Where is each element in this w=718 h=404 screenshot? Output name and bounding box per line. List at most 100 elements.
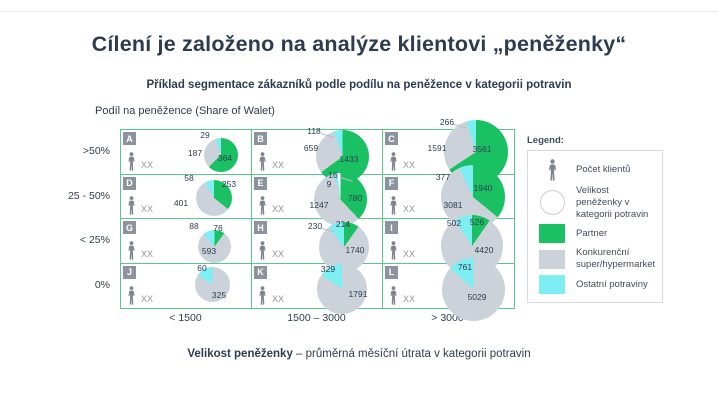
client-count-placeholder: XX	[272, 204, 285, 214]
pie-value-label: 526	[469, 217, 485, 227]
person-icon	[128, 196, 135, 215]
pie-value-label: 1591	[427, 143, 447, 153]
pie-value-label: 266	[439, 117, 455, 127]
pie-chart-d	[196, 179, 232, 216]
pie-value-label: 325	[211, 289, 227, 300]
pie-chart-e	[313, 173, 367, 226]
pie-value-label: 214	[335, 219, 351, 229]
x-axis-definition: Velikost peněženky – průměrná měsíční út…	[0, 348, 718, 360]
pie-value-label: 16	[328, 169, 338, 180]
page-title: Cílení je založeno na analýze klientovi …	[91, 32, 627, 56]
legend-item-konkurencni: Konkurenční super/hypermarket	[537, 247, 656, 271]
pie-value-label: 1740	[345, 245, 365, 255]
pie-value-label: 118	[307, 126, 321, 136]
pie-value-label: 29	[200, 130, 210, 140]
cell-letter-badge: E	[254, 176, 267, 190]
client-count-placeholder: XX	[272, 159, 285, 170]
pie-value-label: 60	[197, 262, 207, 273]
client-count-placeholder: XX	[141, 248, 154, 259]
pie-chart-l	[441, 258, 505, 321]
col-label-lt1500: < 1500	[169, 312, 202, 324]
cell-letter-badge: D	[123, 176, 136, 190]
grid-cell-b: B XX 118 659 1433	[252, 126, 383, 183]
pie-value-label: 329	[320, 263, 336, 274]
segmentation-matrix: A XX 29 187 364 B XX 118 659 1433 C XX 266 1591 3561 D X…	[120, 117, 515, 321]
grid-cell-l: L XX 761 5029	[383, 258, 514, 321]
y-axis-title: Podíl na peněžence (Share of Walet)	[95, 105, 275, 117]
cell-letter-badge: G	[123, 221, 136, 234]
person-icon	[128, 240, 135, 260]
client-count-placeholder: XX	[403, 294, 416, 304]
cell-letter-badge: J	[123, 265, 136, 279]
pie-value-label: 364	[217, 153, 233, 163]
legend-item-ostatni: Ostatní potraviny	[537, 275, 653, 295]
cell-letter-badge: L	[385, 265, 398, 279]
person-icon	[390, 196, 397, 215]
grid-cell-d: D XX 58 253 401	[121, 172, 252, 219]
grid-cell-e: E XX 16 9 780 1247	[252, 170, 383, 226]
person-icon	[259, 240, 266, 260]
person-icon	[259, 151, 266, 171]
pie-value-label: 1791	[348, 288, 368, 299]
partner-swatch-icon	[537, 224, 567, 244]
cell-letter-badge: K	[254, 265, 267, 279]
legend: Počet klientů Velikost peněženky v kateg…	[527, 150, 663, 303]
client-count-placeholder: XX	[403, 248, 416, 259]
person-icon	[390, 240, 397, 260]
pie-value-label: 761	[457, 261, 473, 272]
person-icon	[128, 151, 135, 171]
legend-label: Ostatní potraviny	[576, 278, 648, 290]
person-icon	[390, 151, 397, 171]
client-count-placeholder: XX	[141, 159, 154, 170]
legend-label: Konkurenční super/hypermarket	[576, 247, 656, 271]
circle-icon	[537, 190, 567, 216]
grid-cell-a: A XX 29 187 364	[121, 130, 252, 175]
page-subtitle: Příklad segmentace zákazníků podle podíl…	[146, 79, 572, 91]
grid-cell-h: H XX 230 214 1740	[252, 219, 383, 272]
grid-cell-i: I XX 502 526 4420	[383, 215, 514, 277]
client-count-placeholder: XX	[141, 294, 154, 304]
client-count-placeholder: XX	[141, 204, 154, 214]
cell-letter-badge: I	[385, 221, 398, 234]
pie-chart-a	[204, 138, 238, 172]
client-count-placeholder: XX	[272, 248, 285, 259]
grid-cell-k: K XX 329 1791	[252, 263, 383, 314]
pie-value-label: 4420	[474, 245, 494, 255]
legend-item-velikost-penezenky: Velikost peněženky v kategorii potravin	[537, 185, 653, 221]
client-count-placeholder: XX	[403, 204, 416, 214]
pie-value-label: 1433	[339, 154, 359, 164]
x-axis-definition-text: – průměrná měsíční útrata v kategorii po…	[292, 348, 531, 360]
row-label-25-50: 25 - 50%	[67, 189, 110, 202]
pie-value-label: 593	[201, 246, 217, 256]
grid-cell-j: J XX 60 325	[121, 262, 252, 308]
grid-cell-g: G XX 88 76 593	[121, 219, 252, 264]
pie-chart-j	[194, 267, 230, 302]
pie-value-label: 3561	[472, 144, 492, 154]
cell-letter-badge: B	[254, 132, 267, 145]
pie-value-label: 401	[173, 197, 189, 208]
pie-value-label: 88	[189, 221, 199, 231]
competitor-swatch-icon	[537, 249, 567, 269]
pie-value-label: 659	[303, 143, 319, 153]
pie-value-label: 1940	[473, 182, 493, 193]
other-swatch-icon	[537, 275, 567, 295]
client-count-placeholder: XX	[403, 159, 416, 170]
legend-label: Partner	[576, 227, 608, 239]
pie-value-label: 58	[184, 172, 194, 183]
grid-cell-c: C XX 266 1591 3561	[383, 117, 514, 184]
x-axis-definition-term: Velikost peněženky	[187, 348, 293, 360]
pie-value-label: 253	[221, 178, 237, 189]
row-label-gt50: >50%	[82, 145, 110, 157]
legend-title: Legend:	[527, 135, 564, 146]
cell-letter-badge: H	[254, 221, 267, 234]
person-icon	[537, 159, 567, 181]
pie-value-label: 502	[446, 218, 462, 228]
pie-value-label: 9	[326, 178, 332, 189]
cell-letter-badge: F	[385, 176, 398, 190]
pie-value-label: 76	[213, 223, 223, 233]
legend-label: Počet klientů	[576, 164, 631, 176]
pie-value-label: 3081	[443, 199, 463, 210]
row-label-0: 0%	[94, 278, 110, 291]
cell-letter-badge: C	[385, 132, 398, 145]
